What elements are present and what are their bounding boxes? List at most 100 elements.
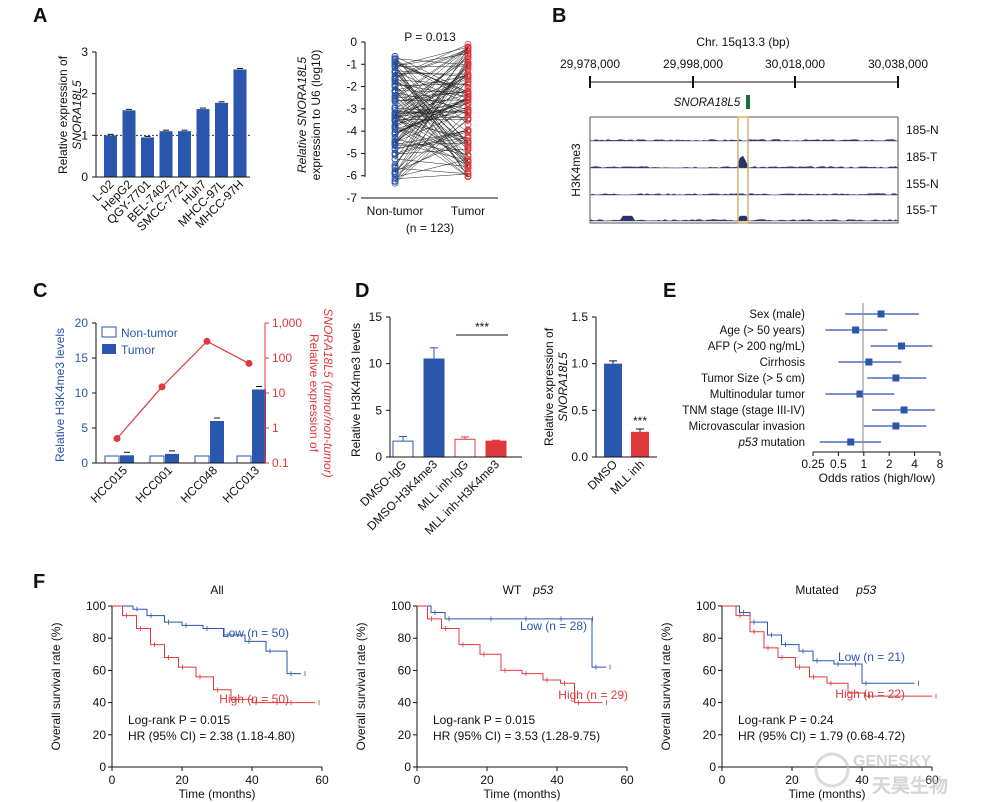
- f-y-tick-label: 100: [86, 599, 106, 613]
- a1-ylabel-1: Relative expression of: [56, 55, 70, 174]
- a2-pair-line: [394, 106, 469, 133]
- a2-point-nontumor: [391, 82, 399, 90]
- b-track-signal: [589, 193, 899, 196]
- f-y-tick-label: 40: [93, 696, 107, 710]
- e-row-label: Multinodular tumor: [710, 389, 805, 401]
- a1-y-tick-label: 3: [81, 45, 88, 59]
- c-y-tick-label: 0: [81, 456, 88, 470]
- f-series-label-blue: Low (n = 50): [222, 626, 289, 640]
- c-legend-tumor-swatch: [102, 344, 116, 354]
- d2-bar: [604, 363, 622, 457]
- a2-pair-line: [394, 73, 469, 109]
- panel-label-d: D: [355, 280, 369, 302]
- a2-point-nontumor: [391, 150, 399, 158]
- c-y2-tick-label: 100: [272, 351, 292, 365]
- a2-pair-line: [394, 126, 469, 177]
- e-or-marker: [856, 390, 864, 398]
- c-y-tick-label: 5: [81, 421, 88, 435]
- a2-y-tick-label: -3: [346, 102, 357, 116]
- b-ylabel: H3K4me3: [569, 143, 583, 197]
- a2-point-nontumor: [391, 170, 399, 178]
- f-y-tick-label: 40: [703, 696, 717, 710]
- f-x-tick-label: 0: [109, 773, 116, 787]
- watermark-brand: GENESKY: [853, 753, 932, 770]
- a2-point-nontumor: [391, 92, 399, 99]
- e-row-label: AFP (> 200 ng/mL): [708, 341, 805, 353]
- d2-y-tick-label: 1.5: [571, 310, 588, 324]
- f-x-tick-label: 0: [719, 773, 726, 787]
- d1-bar: [423, 358, 445, 458]
- a2-point-nontumor: [391, 76, 399, 83]
- a2-pair-line: [394, 58, 469, 174]
- a1-bar: [141, 137, 154, 177]
- a2-pair-line: [394, 115, 469, 174]
- f-stat-hr: HR (95% CI) = 3.53 (1.28-9.75): [433, 729, 600, 743]
- a2-cat-nontumor: Non-tumor: [367, 204, 424, 218]
- e-row-label: Age (> 50 years): [720, 325, 806, 337]
- a1-bar: [233, 69, 247, 177]
- f-y-tick-label: 100: [696, 599, 716, 613]
- a2-pair-line: [394, 134, 469, 175]
- f-title-italic: p53: [532, 583, 553, 597]
- e-x-tick-label: 0.5: [830, 457, 847, 471]
- a2-cat-tumor: Tumor: [451, 204, 485, 218]
- a2-pair-line: [394, 83, 469, 98]
- f-y-tick-label: 0: [99, 760, 106, 774]
- f-y-tick-label: 20: [93, 728, 107, 742]
- c-ratio-point: [203, 337, 211, 345]
- c-x-tick-label: HCC015: [88, 463, 131, 506]
- f-y-tick-label: 0: [404, 760, 411, 774]
- b-ruler-tick-label: 30,018,000: [765, 57, 825, 71]
- a2-point-tumor: [464, 162, 472, 169]
- d2-y-tick-label: 0.0: [571, 450, 588, 464]
- a1-ylabel-2: SNORA18L5: [70, 80, 84, 150]
- a1-y-tick-label: 0: [81, 170, 88, 184]
- a2-pair-line: [394, 85, 469, 144]
- panel-label-a: A: [33, 5, 47, 27]
- a2-point-tumor: [464, 128, 472, 136]
- a2-point-nontumor: [391, 115, 399, 123]
- panel-label-e: E: [663, 280, 676, 302]
- f-stat-hr: HR (95% CI) = 2.38 (1.18-4.80): [128, 729, 295, 743]
- a2-y-tick-label: 0: [350, 35, 357, 49]
- a2-pair-line: [394, 77, 469, 120]
- a1-y-tick-label: 1: [81, 128, 88, 142]
- a2-ylabel-2: expression to U6 (log10): [309, 50, 323, 181]
- a2-pair-line: [394, 167, 469, 174]
- panel-b-genome-track: Chr. 15q13.3 (bp) 29,978,000 29,998,000 30…: [560, 35, 939, 224]
- a2-point-tumor: [464, 74, 472, 82]
- c-bar-nontumor: [149, 455, 165, 464]
- a2-point-tumor: [464, 70, 472, 78]
- f-ylabel: Overall survival rate (%): [49, 622, 63, 750]
- a2-pair-line: [394, 126, 469, 166]
- d2-ylabel-1: Relative expression of: [542, 327, 556, 446]
- d1-bar: [485, 440, 507, 458]
- panel-label-b: B: [552, 5, 566, 27]
- a2-point-nontumor: [391, 122, 399, 130]
- a2-point-tumor: [464, 116, 472, 124]
- a2-pair-line: [394, 112, 469, 182]
- a2-point-nontumor: [391, 140, 399, 148]
- a2-point-tumor: [464, 158, 472, 166]
- e-or-marker: [900, 406, 908, 414]
- f-km-curve-red: [417, 605, 603, 704]
- c-y2-tick-label: 10: [272, 386, 286, 400]
- a2-y-tick-label: -5: [346, 146, 357, 160]
- c-y-tick-label: 15: [75, 351, 89, 365]
- e-x-tick-label: 1: [860, 457, 867, 471]
- a2-y-tick-label: -1: [346, 57, 357, 71]
- c-x-tick-label: HCC048: [178, 463, 221, 506]
- a2-point-nontumor: [391, 161, 399, 168]
- d2-y-tick-label: 0.5: [571, 403, 588, 417]
- a2-pair-line: [394, 115, 469, 119]
- a2-pair-line: [394, 48, 469, 78]
- d1-ylabel: Relative H3K4me3 levels: [349, 323, 363, 457]
- a2-pair-line: [394, 46, 469, 67]
- d1-y-tick-label: 5: [375, 403, 382, 417]
- f-series-label-blue: Low (n = 21): [838, 650, 905, 664]
- a2-pair-line: [394, 109, 469, 130]
- e-row-label: Tumor Size (> 5 cm): [701, 373, 805, 385]
- f-y-tick-label: 60: [398, 663, 412, 677]
